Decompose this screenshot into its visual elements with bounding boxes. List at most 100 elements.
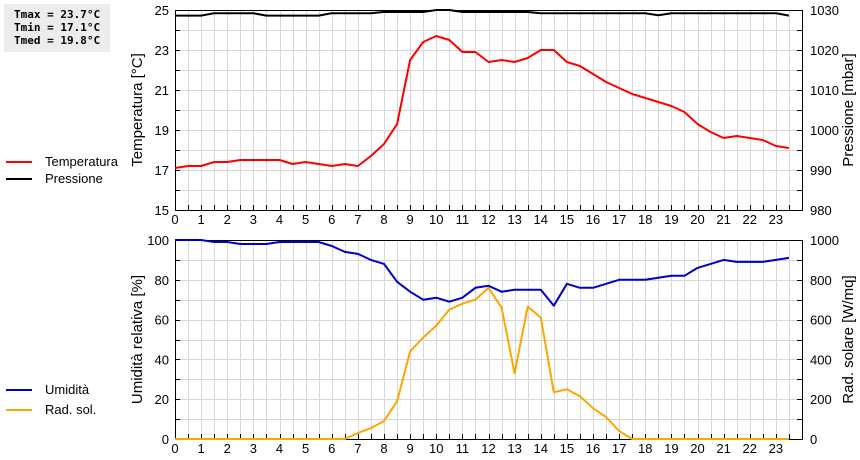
- x-tick-label: 5: [302, 441, 309, 456]
- legend-label: Pressione: [45, 171, 103, 186]
- x-tick-label: 8: [380, 212, 387, 227]
- x-tick-label: 5: [302, 212, 309, 227]
- y2-tick-label: 1010: [810, 83, 839, 98]
- legend-bottom: Umidità Rad. sol.: [6, 378, 96, 418]
- x-tick-label: 7: [354, 441, 361, 456]
- x-tick-label: 7: [354, 212, 361, 227]
- x-tick-label: 6: [328, 212, 335, 227]
- y-tick-label: 60: [155, 313, 169, 328]
- x-tick-label: 6: [328, 441, 335, 456]
- x-tick-label: 10: [429, 212, 443, 227]
- y-tick-label: 21: [155, 83, 169, 98]
- x-tick-label: 4: [276, 441, 283, 456]
- y-tick-label: 17: [155, 163, 169, 178]
- x-tick-label: 19: [664, 441, 678, 456]
- y-axis-title: Temperatura [°C]: [129, 53, 146, 167]
- x-tick-label: 19: [664, 212, 678, 227]
- x-tick-label: 13: [507, 441, 521, 456]
- y-tick-label: 0: [162, 432, 169, 447]
- y2-tick-label: 400: [810, 352, 832, 367]
- series-line-rad-sol-: [175, 286, 789, 440]
- y-tick-label: 100: [147, 233, 169, 248]
- legend-item-temperatura: Temperatura: [6, 153, 118, 170]
- x-tick-label: 9: [407, 212, 414, 227]
- x-tick-label: 20: [690, 212, 704, 227]
- stats-box: Tmax = 23.7°C Tmin = 17.1°C Tmed = 19.8°…: [4, 4, 110, 52]
- x-tick-label: 13: [507, 212, 521, 227]
- x-tick-label: 8: [380, 441, 387, 456]
- tmax-label: Tmax = 23.7°C: [14, 8, 101, 21]
- x-tick-label: 15: [560, 212, 574, 227]
- y2-axis-title: Pressione [mbar]: [840, 53, 857, 166]
- tmin-label: Tmin = 17.1°C: [14, 21, 101, 34]
- x-tick-label: 12: [481, 212, 495, 227]
- y2-axis-title: Rad. solare [W/mq]: [840, 275, 857, 403]
- x-tick-label: 21: [716, 212, 730, 227]
- x-tick-label: 15: [560, 441, 574, 456]
- y2-tick-label: 600: [810, 313, 832, 328]
- y-tick-label: 80: [155, 273, 169, 288]
- humidity-radiation-chart: 0 1 2 3 4 5 6 7 8 9 10 11 12 13 14 15 16 17 18 19 20 21 22 2302…: [129, 233, 857, 456]
- x-tick-label: 21: [716, 441, 730, 456]
- x-tick-label: 23: [769, 212, 783, 227]
- x-tick-label: 3: [250, 212, 257, 227]
- temperature-pressure-chart: 0 1 2 3 4 5 6 7 8 9 10 11 12 13 14 15 16 17 18 19 20 21 22 2315…: [129, 3, 857, 227]
- y2-tick-label: 1020: [810, 43, 839, 58]
- legend-label: Umidità: [45, 382, 90, 397]
- y2-tick-label: 1000: [810, 123, 839, 138]
- series-line-pressione: [175, 9, 790, 17]
- y-tick-label: 15: [155, 203, 169, 218]
- y2-tick-label: 0: [810, 432, 817, 447]
- y-tick-label: 23: [155, 43, 169, 58]
- legend-item-umidita: Umidità: [6, 378, 96, 401]
- x-tick-label: 0: [171, 441, 178, 456]
- legend-item-pressione: Pressione: [6, 170, 118, 187]
- x-tick-label: 17: [612, 441, 626, 456]
- y-tick-label: 40: [155, 352, 169, 367]
- x-tick-label: 16: [586, 212, 600, 227]
- series-line-temperatura: [174, 35, 790, 169]
- legend-label: Temperatura: [45, 154, 118, 169]
- y2-tick-label: 990: [810, 163, 832, 178]
- x-tick-label: 10: [429, 441, 443, 456]
- y2-tick-label: 800: [810, 273, 832, 288]
- y-tick-label: 20: [155, 392, 169, 407]
- x-tick-label: 4: [276, 212, 283, 227]
- x-tick-label: 16: [586, 441, 600, 456]
- y-tick-label: 19: [155, 123, 169, 138]
- x-tick-label: 1: [198, 441, 205, 456]
- x-tick-label: 1: [198, 212, 205, 227]
- pressione-swatch-icon: [6, 177, 32, 180]
- x-tick-label: 2: [224, 441, 231, 456]
- rad-sol-swatch-icon: [6, 408, 32, 411]
- y-tick-label: 25: [155, 3, 169, 18]
- x-tick-label: 17: [612, 212, 626, 227]
- x-tick-label: 11: [456, 441, 470, 456]
- umidita-swatch-icon: [6, 388, 32, 391]
- legend-item-rad-sol: Rad. sol.: [6, 401, 96, 418]
- x-tick-label: 20: [690, 441, 704, 456]
- legend-top: Temperatura Pressione: [6, 153, 118, 187]
- x-tick-label: 12: [481, 441, 495, 456]
- x-tick-label: 0: [171, 212, 178, 227]
- y2-tick-label: 200: [810, 392, 832, 407]
- tmed-label: Tmed = 19.8°C: [14, 34, 101, 47]
- series-line-umidit-: [175, 239, 790, 307]
- x-tick-label: 23: [769, 441, 783, 456]
- x-tick-label: 9: [407, 441, 414, 456]
- y2-tick-label: 1030: [810, 3, 839, 18]
- x-tick-label: 2: [224, 212, 231, 227]
- x-tick-label: 11: [456, 212, 470, 227]
- y-axis-title: Umidità relativa [%]: [129, 275, 146, 404]
- x-tick-label: 3: [250, 441, 257, 456]
- legend-label: Rad. sol.: [45, 402, 97, 417]
- y2-tick-label: 1000: [810, 233, 839, 248]
- x-tick-label: 14: [534, 212, 548, 227]
- x-tick-label: 14: [534, 441, 548, 456]
- x-tick-label: 18: [638, 441, 652, 456]
- x-tick-label: 22: [743, 212, 757, 227]
- y2-tick-label: 980: [810, 203, 832, 218]
- x-tick-label: 22: [743, 441, 757, 456]
- temperatura-swatch-icon: [6, 160, 32, 163]
